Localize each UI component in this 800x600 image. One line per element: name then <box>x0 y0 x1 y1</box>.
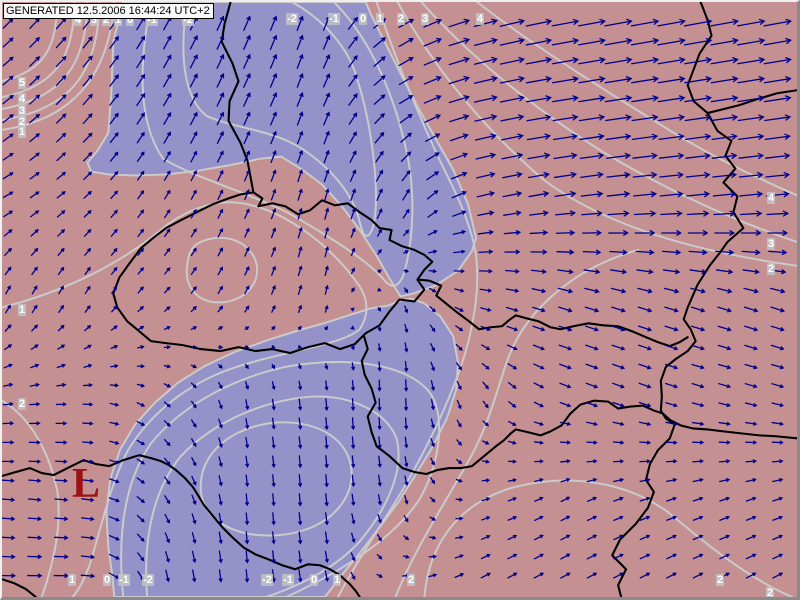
border-east <box>611 112 745 597</box>
border-czech <box>112 191 434 355</box>
negative-trough-upper <box>86 2 478 298</box>
isoline-level-2 <box>2 399 60 597</box>
border-southwest-corner <box>2 578 37 597</box>
border-south-central <box>360 334 797 476</box>
isoline-level--1 <box>141 2 414 287</box>
generated-timestamp-text: GENERATED 12.5.2006 16:44:24 UTC+2 <box>6 5 210 17</box>
isoline-level-2 <box>394 248 639 597</box>
generated-timestamp: GENERATED 12.5.2006 16:44:24 UTC+2 <box>3 3 214 19</box>
border-southeast <box>418 278 689 348</box>
isoline-level-1 <box>185 236 259 304</box>
isoline-level-1 <box>336 2 479 597</box>
wind-arrows-layer <box>2 15 793 583</box>
isoline-level-4 <box>2 2 76 99</box>
isoline-level-1 <box>2 2 116 131</box>
isoline-level-1 <box>2 201 368 597</box>
wind-arrows <box>2 15 793 583</box>
border-alps <box>2 454 361 597</box>
isoline-level-2 <box>423 479 794 597</box>
